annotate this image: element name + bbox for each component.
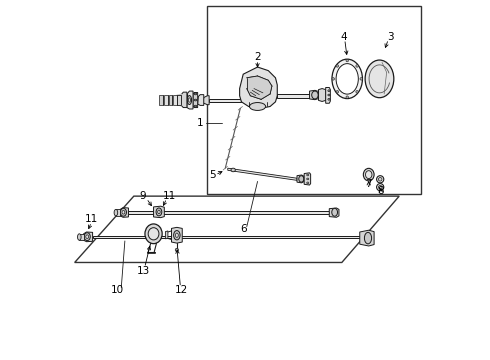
Text: 2: 2 — [254, 52, 261, 62]
Ellipse shape — [156, 208, 162, 216]
Ellipse shape — [77, 234, 81, 240]
Ellipse shape — [307, 178, 309, 180]
Ellipse shape — [365, 232, 371, 244]
Ellipse shape — [307, 174, 309, 176]
Polygon shape — [247, 76, 272, 99]
Ellipse shape — [336, 64, 358, 94]
Ellipse shape — [332, 59, 363, 99]
Polygon shape — [187, 91, 193, 109]
Text: 3: 3 — [387, 32, 393, 41]
Bar — [207, 6, 421, 194]
Ellipse shape — [188, 98, 191, 102]
Polygon shape — [310, 90, 318, 100]
Polygon shape — [240, 67, 277, 108]
Text: 11: 11 — [85, 215, 98, 224]
Ellipse shape — [378, 185, 382, 189]
Text: 9: 9 — [140, 192, 146, 202]
Ellipse shape — [332, 208, 338, 216]
Ellipse shape — [249, 103, 266, 111]
Ellipse shape — [346, 59, 348, 62]
Polygon shape — [304, 173, 311, 185]
Polygon shape — [84, 232, 93, 242]
Ellipse shape — [299, 176, 304, 182]
Polygon shape — [79, 234, 84, 240]
Polygon shape — [173, 95, 177, 105]
Polygon shape — [164, 95, 168, 105]
Ellipse shape — [356, 91, 358, 93]
Polygon shape — [172, 227, 182, 243]
Ellipse shape — [114, 210, 118, 216]
Ellipse shape — [377, 176, 384, 183]
Polygon shape — [159, 95, 163, 105]
Ellipse shape — [356, 65, 358, 67]
Polygon shape — [197, 95, 204, 105]
Ellipse shape — [175, 233, 178, 237]
Ellipse shape — [364, 168, 374, 181]
Ellipse shape — [86, 235, 89, 238]
Ellipse shape — [84, 233, 90, 240]
Ellipse shape — [336, 65, 339, 67]
Ellipse shape — [366, 171, 372, 179]
Text: 13: 13 — [137, 266, 150, 276]
Ellipse shape — [332, 78, 335, 80]
Text: 6: 6 — [241, 224, 247, 234]
Ellipse shape — [231, 168, 235, 172]
Ellipse shape — [328, 94, 330, 96]
Ellipse shape — [346, 96, 348, 98]
Polygon shape — [181, 92, 187, 108]
Ellipse shape — [194, 105, 197, 107]
Ellipse shape — [121, 208, 126, 216]
Text: 8: 8 — [377, 186, 384, 197]
Ellipse shape — [187, 95, 192, 104]
Polygon shape — [318, 89, 326, 102]
Polygon shape — [120, 208, 128, 217]
Polygon shape — [277, 94, 310, 98]
Polygon shape — [326, 87, 330, 103]
Text: 5: 5 — [209, 170, 215, 180]
Ellipse shape — [122, 211, 125, 214]
Text: 10: 10 — [111, 285, 124, 296]
Text: 11: 11 — [163, 192, 176, 202]
Polygon shape — [209, 99, 242, 102]
Polygon shape — [177, 95, 181, 105]
Polygon shape — [203, 96, 209, 105]
Ellipse shape — [336, 91, 339, 93]
Ellipse shape — [175, 248, 178, 252]
Text: 1: 1 — [197, 118, 203, 128]
Ellipse shape — [158, 210, 160, 214]
Ellipse shape — [377, 184, 384, 191]
Ellipse shape — [194, 93, 197, 95]
Polygon shape — [360, 230, 374, 246]
Ellipse shape — [194, 99, 197, 101]
Ellipse shape — [365, 60, 394, 98]
Ellipse shape — [378, 177, 382, 181]
Text: 7: 7 — [366, 179, 372, 189]
Ellipse shape — [145, 224, 162, 244]
Polygon shape — [166, 231, 168, 239]
Text: 4: 4 — [341, 32, 347, 41]
Polygon shape — [93, 235, 360, 238]
Ellipse shape — [328, 98, 330, 100]
Ellipse shape — [173, 230, 180, 240]
Ellipse shape — [307, 182, 309, 184]
Polygon shape — [128, 211, 329, 214]
Text: 12: 12 — [174, 285, 188, 296]
Polygon shape — [169, 95, 172, 105]
Polygon shape — [153, 206, 164, 218]
Ellipse shape — [360, 78, 363, 80]
Ellipse shape — [148, 228, 159, 240]
Polygon shape — [329, 208, 339, 217]
Polygon shape — [228, 168, 297, 180]
Ellipse shape — [312, 91, 318, 99]
Polygon shape — [297, 175, 304, 183]
Polygon shape — [193, 93, 197, 108]
Ellipse shape — [328, 90, 330, 91]
Polygon shape — [116, 210, 120, 216]
